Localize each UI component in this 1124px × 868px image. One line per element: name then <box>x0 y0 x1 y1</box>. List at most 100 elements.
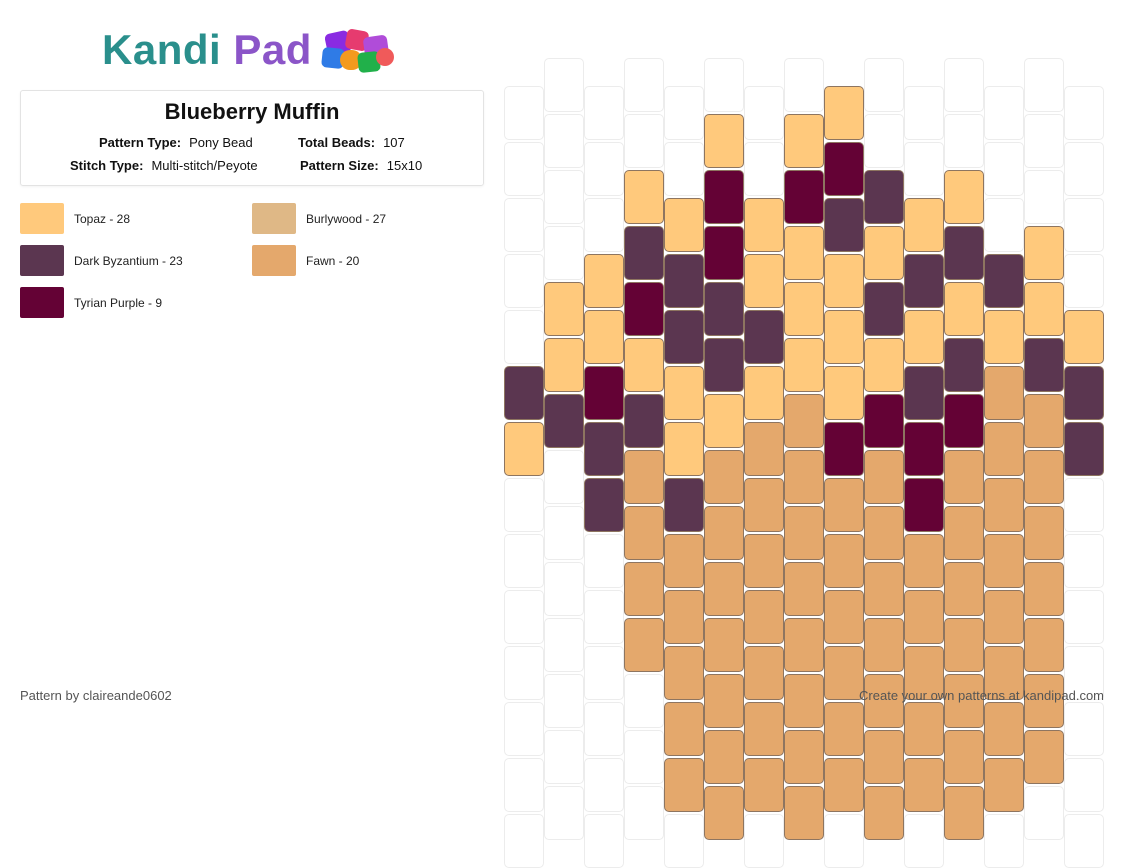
bead <box>744 198 784 252</box>
empty-bead-slot <box>504 758 544 812</box>
bead <box>744 646 784 700</box>
bead <box>944 450 984 504</box>
empty-bead-slot <box>584 646 624 700</box>
bead <box>824 254 864 308</box>
bead <box>784 282 824 336</box>
empty-bead-slot <box>984 814 1024 868</box>
legend-item-fawn: Fawn - 20 <box>252 245 359 276</box>
bead <box>984 534 1024 588</box>
bead <box>744 478 784 532</box>
bead <box>1064 310 1104 364</box>
empty-bead-slot <box>584 534 624 588</box>
bead <box>824 422 864 476</box>
bead <box>984 478 1024 532</box>
bead <box>744 702 784 756</box>
bead <box>664 366 704 420</box>
total-beads-label: Total Beads: <box>298 135 376 150</box>
empty-bead-slot <box>504 142 544 196</box>
bead <box>744 590 784 644</box>
bead <box>1024 282 1064 336</box>
bead <box>704 562 744 616</box>
empty-bead-slot <box>544 114 584 168</box>
bead <box>704 114 744 168</box>
empty-bead-slot <box>664 142 704 196</box>
bead <box>944 394 984 448</box>
bead <box>864 730 904 784</box>
legend-swatch <box>252 245 296 276</box>
bead-pattern-grid <box>504 58 1104 868</box>
bead <box>944 674 984 728</box>
bead <box>1024 394 1064 448</box>
bead <box>824 198 864 252</box>
pattern-type-value: Pony Bead <box>189 135 253 150</box>
bead <box>504 422 544 476</box>
legend-item-burlywood: Burlywood - 27 <box>252 203 386 234</box>
bead <box>904 198 944 252</box>
empty-bead-slot <box>504 478 544 532</box>
bead <box>664 422 704 476</box>
empty-bead-slot <box>984 198 1024 252</box>
bead <box>624 506 664 560</box>
empty-bead-slot <box>864 58 904 112</box>
bead <box>904 702 944 756</box>
bead <box>904 310 944 364</box>
bead <box>824 86 864 140</box>
bead <box>944 282 984 336</box>
bead <box>664 702 704 756</box>
pattern-title: Blueberry Muffin <box>164 99 340 124</box>
legend-item-topaz: Topaz - 28 <box>20 203 130 234</box>
bead <box>1024 506 1064 560</box>
bead <box>864 506 904 560</box>
empty-bead-slot <box>1024 58 1064 112</box>
bead <box>784 450 824 504</box>
empty-bead-slot <box>944 58 984 112</box>
bead <box>824 702 864 756</box>
bead <box>984 310 1024 364</box>
empty-bead-slot <box>704 58 744 112</box>
bead <box>784 618 824 672</box>
empty-bead-slot <box>544 730 584 784</box>
empty-bead-slot <box>504 86 544 140</box>
empty-bead-slot <box>1064 814 1104 868</box>
bead <box>624 282 664 336</box>
empty-bead-slot <box>1064 254 1104 308</box>
bead <box>504 366 544 420</box>
empty-bead-slot <box>1064 198 1104 252</box>
bead <box>824 366 864 420</box>
bead <box>904 366 944 420</box>
bead <box>944 618 984 672</box>
empty-bead-slot <box>1024 786 1064 840</box>
pattern-author: Pattern by claireande0602 <box>20 688 172 703</box>
legend-item-dark-byzantium: Dark Byzantium - 23 <box>20 245 183 276</box>
bead <box>704 226 744 280</box>
bead <box>984 366 1024 420</box>
empty-bead-slot <box>1064 534 1104 588</box>
bead <box>704 450 744 504</box>
bead <box>944 562 984 616</box>
bead <box>1024 618 1064 672</box>
kandi-pad-logo[interactable]: Kandi Pad <box>102 26 398 74</box>
bead <box>824 534 864 588</box>
bead <box>704 730 744 784</box>
pattern-info-card: Blueberry Muffin Pattern Type: Pony Bead … <box>20 90 484 186</box>
bead <box>664 758 704 812</box>
empty-bead-slot <box>544 674 584 728</box>
empty-bead-slot <box>584 142 624 196</box>
pattern-type-row: Pattern Type: Pony Bead <box>99 135 253 150</box>
stitch-type-row: Stitch Type: Multi-stitch/Peyote <box>70 158 258 173</box>
bead <box>704 170 744 224</box>
legend-swatch <box>20 287 64 318</box>
bead <box>704 394 744 448</box>
empty-bead-slot <box>984 142 1024 196</box>
bead <box>944 730 984 784</box>
create-patterns-link[interactable]: Create your own patterns at kandipad.com <box>859 688 1104 703</box>
bead <box>944 506 984 560</box>
legend-label: Topaz - 28 <box>74 211 131 226</box>
bead <box>904 758 944 812</box>
empty-bead-slot <box>1064 478 1104 532</box>
bead <box>944 226 984 280</box>
stitch-type-value: Multi-stitch/Peyote <box>151 158 258 173</box>
bead <box>864 450 904 504</box>
bead <box>904 534 944 588</box>
bead <box>584 310 624 364</box>
